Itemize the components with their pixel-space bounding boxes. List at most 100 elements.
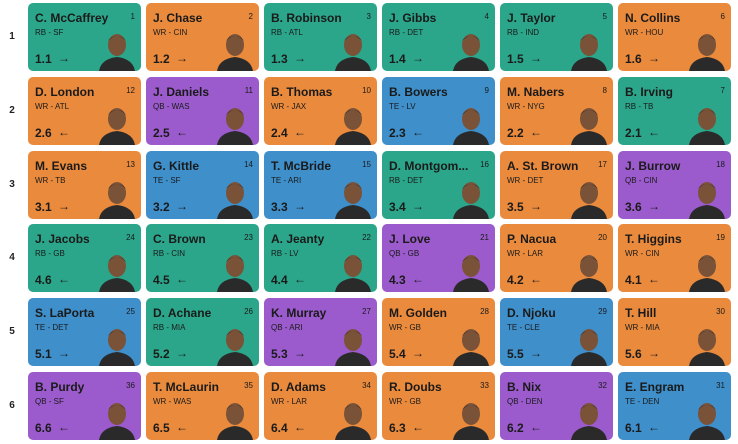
player-card[interactable]: A. Jeanty 22 RB - LV 4.4 ←: [264, 224, 377, 293]
player-name: B. Thomas: [271, 84, 333, 99]
player-photo: [689, 403, 725, 440]
player-card[interactable]: T. Higgins 19 WR - CIN 4.1 ←: [618, 224, 731, 293]
player-name: T. Hill: [625, 306, 657, 321]
direction-arrow: →: [530, 346, 542, 361]
player-card[interactable]: N. Collins 6 WR - HOU 1.6 →: [618, 3, 731, 71]
round-label: 2: [9, 104, 15, 116]
player-card[interactable]: B. Thomas 10 WR - JAX 2.4 ←: [264, 76, 377, 145]
pick-number: 1: [130, 12, 135, 21]
adp: 3.3: [271, 199, 288, 214]
adp: 5.5: [507, 347, 524, 362]
player-card[interactable]: R. Doubs 33 WR - GB 6.3 ←: [382, 372, 495, 440]
position-team: WR - ATL: [35, 101, 70, 111]
position-team: WR - DET: [507, 175, 544, 185]
direction-arrow: ←: [530, 124, 542, 139]
player-photo: [689, 34, 725, 71]
player-card[interactable]: D. Achane 26 RB - MIA 5.2 →: [146, 298, 259, 367]
player-photo: [571, 403, 607, 440]
pick-number: 5: [602, 12, 607, 21]
adp: 4.3: [389, 273, 406, 288]
player-name: D. London: [35, 84, 95, 99]
player-photo: [335, 34, 371, 71]
adp: 3.6: [625, 199, 642, 214]
adp: 6.4: [271, 421, 288, 435]
pick-number: 24: [126, 233, 135, 243]
player-card[interactable]: B. Nix 32 QB - DEN 6.2 ←: [500, 372, 613, 440]
player-card[interactable]: B. Robinson 3 RB - ATL 1.3 →: [264, 3, 377, 71]
player-card[interactable]: M. Nabers 8 WR - NYG 2.2 ←: [500, 76, 613, 145]
position-team: QB - DEN: [507, 397, 543, 406]
player-card[interactable]: J. Burrow 18 QB - CIN 3.6 →: [618, 150, 731, 219]
pick-number: 21: [480, 233, 489, 243]
adp: 1.1: [35, 52, 52, 66]
player-photo: [689, 107, 725, 145]
direction-arrow: →: [58, 198, 70, 213]
player-photo: [99, 403, 135, 440]
pick-number: 20: [598, 233, 607, 243]
adp: 6.5: [153, 421, 170, 435]
player-card[interactable]: M. Evans 13 WR - TB 3.1 →: [28, 150, 141, 219]
player-card[interactable]: T. McLaurin 35 WR - WAS 6.5 ←: [146, 372, 259, 440]
player-card[interactable]: J. Gibbs 4 RB - DET 1.4 →: [382, 3, 495, 71]
player-photo: [217, 107, 253, 145]
direction-arrow: ←: [58, 272, 70, 287]
player-card[interactable]: J. Chase 2 WR - CIN 1.2 →: [146, 3, 259, 71]
player-name: T. McLaurin: [153, 380, 220, 394]
player-photo: [453, 403, 489, 440]
direction-arrow: →: [294, 51, 306, 65]
direction-arrow: →: [176, 51, 188, 65]
position-team: WR - GB: [389, 323, 421, 333]
player-card[interactable]: J. Jacobs 24 RB - GB 4.6 ←: [28, 224, 141, 293]
player-card[interactable]: D. Njoku 29 TE - CLE 5.5 →: [500, 298, 613, 367]
player-card[interactable]: P. Nacua 20 WR - LAR 4.2 ←: [500, 224, 613, 293]
player-card[interactable]: S. LaPorta 25 TE - DET 5.1 →: [28, 298, 141, 367]
pick-number: 14: [244, 159, 253, 169]
position-team: WR - HOU: [625, 28, 664, 37]
direction-arrow: →: [530, 51, 542, 65]
player-card[interactable]: M. Golden 28 WR - GB 5.4 →: [382, 298, 495, 367]
player-photo: [571, 34, 607, 71]
pick-number: 27: [362, 307, 371, 317]
player-name: S. LaPorta: [35, 306, 95, 321]
player-card[interactable]: D. London 12 WR - ATL 2.6 ←: [28, 76, 141, 145]
player-card[interactable]: C. McCaffrey 1 RB - SF 1.1 →: [28, 3, 141, 71]
player-card[interactable]: C. Brown 23 RB - CIN 4.5 ←: [146, 224, 259, 293]
pick-number: 23: [244, 233, 253, 243]
pick-number: 32: [598, 381, 607, 390]
position-team: RB - GB: [35, 249, 65, 259]
player-photo: [335, 255, 371, 293]
position-team: QB - CIN: [625, 175, 658, 185]
round-label: 5: [9, 326, 15, 338]
player-card[interactable]: T. McBride 15 TE - ARI 3.3 →: [264, 150, 377, 219]
player-card[interactable]: D. Adams 34 WR - LAR 6.4 ←: [264, 372, 377, 440]
player-name: G. Kittle: [153, 158, 200, 173]
position-team: WR - WAS: [153, 397, 192, 406]
position-team: QB - GB: [389, 249, 420, 259]
position-team: RB - TB: [625, 101, 654, 111]
player-card[interactable]: J. Daniels 11 QB - WAS 2.5 ←: [146, 76, 259, 145]
player-card[interactable]: B. Bowers 9 TE - LV 2.3 ←: [382, 76, 495, 145]
player-card[interactable]: K. Murray 27 QB - ARI 5.3 →: [264, 298, 377, 367]
direction-arrow: ←: [530, 420, 542, 434]
pick-number: 26: [244, 307, 253, 317]
player-card[interactable]: E. Engram 31 TE - DEN 6.1 ←: [618, 372, 731, 440]
player-card[interactable]: D. Montgom... 16 RB - DET 3.4 →: [382, 150, 495, 219]
position-team: WR - CIN: [625, 249, 660, 259]
adp: 1.2: [153, 52, 170, 66]
player-card[interactable]: A. St. Brown 17 WR - DET 3.5 →: [500, 150, 613, 219]
player-card[interactable]: B. Purdy 36 QB - SF 6.6 ←: [28, 372, 141, 440]
adp: 6.6: [35, 421, 52, 435]
adp: 1.4: [389, 52, 406, 66]
direction-arrow: →: [412, 198, 424, 213]
player-card[interactable]: J. Taylor 5 RB - IND 1.5 →: [500, 3, 613, 71]
round-label: 4: [9, 252, 15, 264]
direction-arrow: →: [294, 198, 306, 213]
player-card[interactable]: T. Hill 30 WR - MIA 5.6 →: [618, 298, 731, 367]
direction-arrow: ←: [58, 420, 70, 434]
position-team: WR - GB: [389, 397, 421, 406]
player-card[interactable]: G. Kittle 14 TE - SF 3.2 →: [146, 150, 259, 219]
player-card[interactable]: B. Irving 7 RB - TB 2.1 ←: [618, 76, 731, 145]
adp: 5.2: [153, 347, 170, 362]
player-card[interactable]: J. Love 21 QB - GB 4.3 ←: [382, 224, 495, 293]
